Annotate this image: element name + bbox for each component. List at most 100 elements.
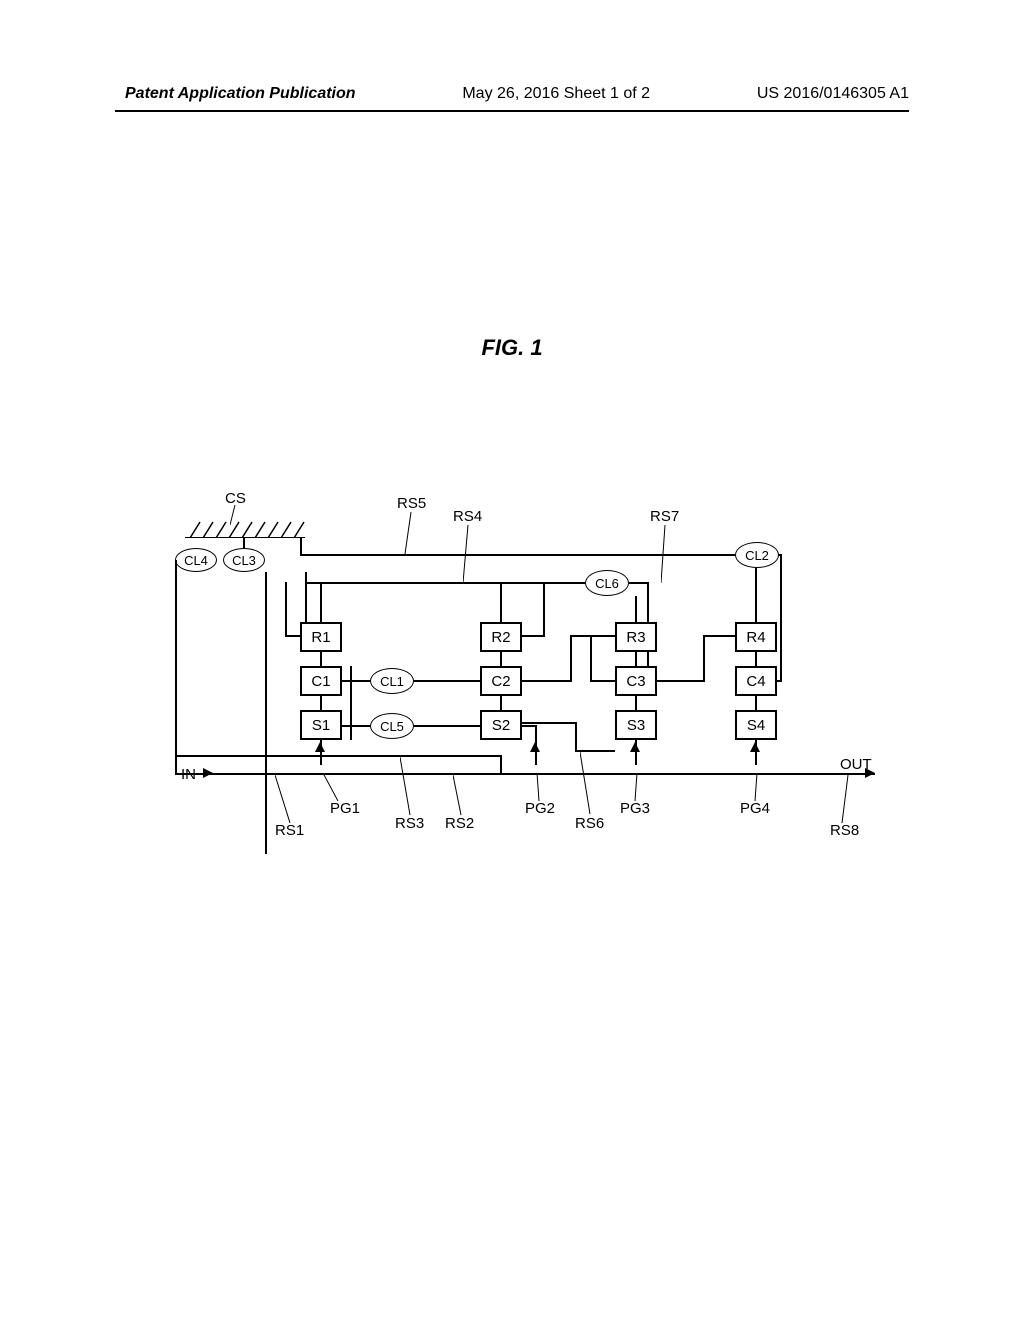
label-rs5: RS5: [397, 495, 426, 512]
line-cl1-c2: [414, 680, 480, 682]
header-left: Patent Application Publication: [125, 85, 356, 103]
header-right: US 2016/0146305 A1: [757, 85, 909, 103]
gear-r1: R1: [300, 622, 342, 652]
line-c4-s4: [755, 696, 757, 710]
clutch-cl3: CL3: [223, 548, 265, 572]
line-c4-right: [777, 680, 782, 682]
case-hatch: [185, 520, 305, 538]
line-c1-cl1: [342, 680, 370, 682]
gear-c3: C3: [615, 666, 657, 696]
gear-s3: S3: [615, 710, 657, 740]
line-c3-to-r4: [703, 635, 735, 637]
line-r2-c2: [500, 652, 502, 666]
leader-rs8: [840, 775, 850, 823]
clutch-cl6: CL6: [585, 570, 629, 596]
line-c3-s3: [635, 696, 637, 710]
gear-s2: S2: [480, 710, 522, 740]
line-r3-c3: [635, 652, 637, 666]
gear-s4: S4: [735, 710, 777, 740]
label-out: OUT: [840, 756, 872, 773]
label-rs7: RS7: [650, 508, 679, 525]
gear-r2: R2: [480, 622, 522, 652]
line-cl4-top: [175, 560, 177, 562]
line-cl5-s2: [414, 725, 480, 727]
gear-c1: C1: [300, 666, 342, 696]
line-rs2-right: [500, 755, 502, 775]
line-r1-c1: [320, 652, 322, 666]
line-to-c3: [590, 680, 615, 682]
clutch-cl5: CL5: [370, 713, 414, 739]
line-r2-right: [522, 635, 545, 637]
line-rs2: [175, 755, 500, 757]
line-c1-cl5-v: [350, 666, 352, 740]
figure-title: FIG. 1: [0, 335, 1024, 361]
gear-s1: S1: [300, 710, 342, 740]
leader-rs5: [403, 512, 415, 554]
clutch-cl1: CL1: [370, 668, 414, 694]
leader-pg4: [753, 773, 761, 801]
line-rs6-v: [575, 722, 577, 752]
leader-cs: [230, 505, 245, 525]
leader-pg3: [633, 773, 641, 801]
gear-r4: R4: [735, 622, 777, 652]
transmission-diagram: CS CL4 CL3 CL2 CL6 CL1 CL5 RS5 RS4 RS7: [145, 490, 885, 865]
line-to-r3: [590, 635, 615, 637]
arrow-pg4: [750, 742, 760, 752]
leader-pg2: [535, 773, 543, 801]
line-r1-left: [285, 635, 300, 637]
line-rs5-left: [300, 538, 302, 556]
line-cl2-right: [780, 554, 782, 682]
line-c2-s2: [500, 696, 502, 710]
label-rs1: RS1: [275, 822, 304, 839]
line-r4-up: [755, 568, 757, 622]
leader-pg1: [323, 773, 341, 801]
line-c2-bracket: [570, 635, 590, 637]
gear-c4: C4: [735, 666, 777, 696]
line-r2-right-v: [543, 582, 545, 637]
line-rs4-left: [305, 572, 307, 627]
arrow-pg3: [630, 742, 640, 752]
line-r3-bracket-v: [590, 635, 592, 682]
arrow-pg2: [530, 742, 540, 752]
clutch-cl2: CL2: [735, 542, 779, 568]
gear-r3: R3: [615, 622, 657, 652]
leader-rs3: [400, 757, 412, 815]
label-rs8: RS8: [830, 822, 859, 839]
arrow-pg1: [315, 742, 325, 752]
line-s2-s3-bridge: [522, 722, 577, 724]
header-divider: [115, 110, 909, 112]
leader-rs1: [275, 775, 293, 823]
label-pg4: PG4: [740, 800, 770, 817]
line-c2-r3-v: [570, 635, 572, 682]
line-cl3-down: [265, 572, 267, 854]
line-s2-corner: [535, 725, 537, 740]
label-in: IN: [181, 766, 196, 783]
line-c2-right: [522, 680, 570, 682]
label-rs4: RS4: [453, 508, 482, 525]
line-r1-up: [320, 582, 322, 622]
label-rs6: RS6: [575, 815, 604, 832]
gear-c2: C2: [480, 666, 522, 696]
label-pg1: PG1: [330, 800, 360, 817]
leader-rs6: [580, 752, 592, 814]
line-cl4-down: [175, 560, 177, 774]
line-r1-left-up: [285, 582, 287, 637]
leader-rs2: [453, 775, 463, 815]
line-c3-r4-v: [703, 635, 705, 682]
line-cl2-stub: [778, 554, 782, 556]
header-center: May 26, 2016 Sheet 1 of 2: [462, 85, 650, 103]
line-rs7a: [629, 582, 649, 584]
line-c3-right: [657, 680, 705, 682]
arrow-in: [203, 768, 213, 778]
line-s1-cl5: [342, 725, 370, 727]
label-rs3: RS3: [395, 815, 424, 832]
line-c1-s1: [320, 696, 322, 710]
line-r2-up: [500, 582, 502, 622]
clutch-cl4: CL4: [175, 548, 217, 572]
label-rs2: RS2: [445, 815, 474, 832]
label-pg3: PG3: [620, 800, 650, 817]
page-header: Patent Application Publication May 26, 2…: [0, 85, 1024, 103]
line-r4-c4: [755, 652, 757, 666]
label-pg2: PG2: [525, 800, 555, 817]
line-rs5: [300, 554, 735, 556]
